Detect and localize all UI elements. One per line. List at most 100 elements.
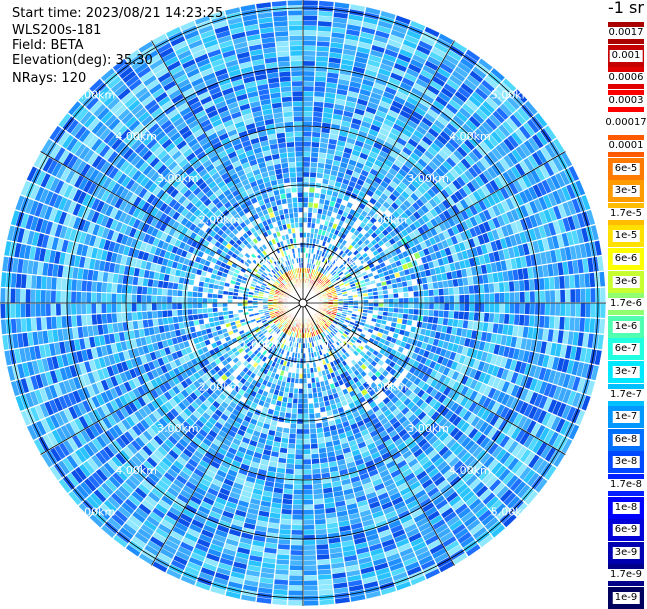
data-cell: [329, 316, 335, 321]
data-cell: [413, 308, 419, 315]
data-cell: [344, 338, 350, 344]
data-cell: [515, 429, 526, 443]
data-cell: [478, 371, 487, 383]
data-cell: [429, 303, 434, 310]
data-cell: [292, 509, 303, 515]
data-cell: [514, 399, 525, 413]
data-cell: [509, 313, 515, 325]
data-cell: [162, 317, 169, 326]
data-cell: [356, 353, 363, 360]
data-cell: [284, 483, 294, 490]
data-cell: [311, 448, 319, 454]
data-cell: [584, 348, 592, 363]
data-cell: [25, 289, 31, 303]
data-cell: [408, 331, 415, 339]
data-cell: [152, 287, 158, 296]
data-cell: [295, 444, 303, 449]
data-cell: [291, 413, 298, 419]
data-cell: [422, 315, 429, 323]
data-cell: [487, 375, 496, 387]
data-cell: [446, 438, 457, 449]
data-cell: [397, 334, 404, 341]
data-cell: [424, 303, 429, 310]
data-cell: [439, 348, 447, 357]
data-cell: [298, 383, 303, 389]
data-cell: [505, 335, 513, 347]
data-cell: [309, 413, 316, 419]
data-cell: [542, 328, 549, 341]
data-cell: [303, 413, 310, 419]
data-cell: [352, 325, 358, 331]
data-cell: [555, 343, 562, 357]
data-cell: [491, 429, 502, 442]
data-cell: [398, 303, 404, 308]
data-cell: [26, 318, 32, 332]
data-cell: [137, 286, 143, 295]
data-cell: [510, 397, 520, 410]
data-cell: [465, 387, 474, 399]
data-cell: [476, 350, 484, 361]
data-cell: [318, 447, 327, 454]
data-cell: [418, 348, 426, 356]
data-cell: [468, 401, 478, 413]
data-cell: [523, 403, 534, 417]
data-cell: [147, 319, 154, 328]
data-cell: [290, 555, 303, 561]
data-cell: [303, 509, 315, 515]
data-cell: [102, 272, 109, 283]
data-cell: [297, 414, 303, 419]
data-cell: [270, 456, 279, 463]
data-cell: [495, 432, 506, 445]
data-cell: [397, 382, 405, 391]
data-cell: [36, 317, 42, 331]
data-cell: [72, 267, 79, 280]
data-cell: [579, 317, 585, 332]
data-cell: [303, 398, 309, 404]
data-cell: [71, 303, 77, 316]
data-cell: [568, 424, 580, 440]
data-cell: [282, 504, 293, 510]
data-cell: [519, 431, 531, 446]
data-cell: [552, 400, 562, 415]
data-cell: [311, 453, 320, 459]
data-cell: [289, 575, 303, 581]
data-cell: [407, 314, 414, 320]
data-cell: [292, 504, 303, 510]
data-cell: [101, 293, 107, 303]
data-cell: [404, 330, 410, 337]
data-cell: [552, 433, 564, 449]
data-cell: [317, 564, 331, 570]
data-cell: [469, 338, 476, 349]
data-cell: [76, 303, 82, 315]
data-cell: [317, 437, 326, 444]
data-cell: [10, 288, 16, 303]
data-cell: [472, 446, 484, 458]
data-cell: [434, 331, 441, 340]
data-cell: [287, 448, 296, 454]
data-cell: [460, 396, 469, 407]
data-cell: [430, 411, 440, 421]
data-cell: [519, 466, 532, 481]
data-cell: [589, 318, 596, 333]
data-cell: [51, 316, 57, 330]
data-cell: [410, 326, 417, 333]
data-cell: [526, 419, 537, 434]
data-cell: [281, 437, 289, 444]
data-cell: [456, 383, 465, 394]
data-cell: [423, 309, 429, 316]
data-cell: [510, 477, 523, 492]
data-cell: [468, 427, 479, 439]
data-cell: [409, 383, 418, 392]
data-cell: [428, 421, 438, 431]
data-cell: [303, 489, 313, 495]
data-cell: [466, 329, 473, 339]
data-cell: [303, 419, 310, 424]
data-cell: [274, 436, 282, 443]
data-cell: [392, 312, 398, 318]
data-cell: [339, 327, 345, 333]
data-cell: [527, 472, 540, 487]
data-cell: [35, 289, 41, 303]
data-cell: [426, 322, 433, 330]
data-cell: [81, 280, 87, 292]
data-cell: [434, 303, 439, 310]
